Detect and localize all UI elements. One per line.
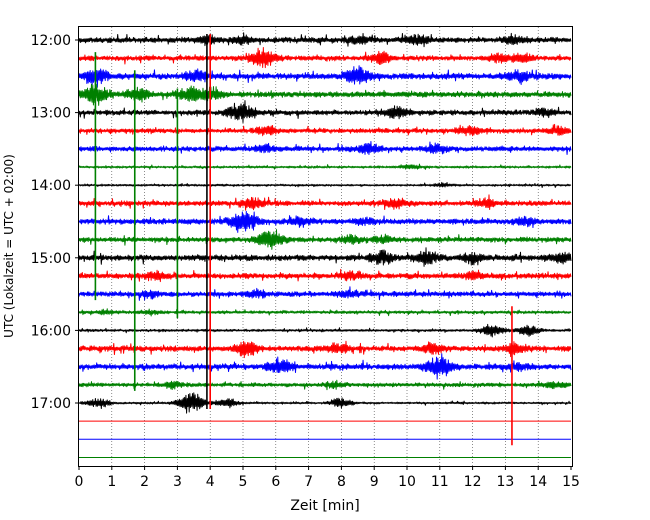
x-axis: 0 1 2 3 4 5 6 7 8 9 10 11 12 13 14 15 [75, 466, 580, 490]
trace-20 [78, 379, 572, 391]
seismogram-traces [78, 32, 572, 458]
seismogram-spikes [94, 34, 513, 446]
x-tick-label: 15 [562, 474, 580, 490]
y-tick-label: 13:00 [31, 106, 71, 122]
trace-3 [78, 65, 572, 88]
trace-12 [78, 229, 572, 250]
x-tick-label: 1 [107, 474, 116, 490]
x-tick-label: 4 [206, 474, 215, 490]
y-axis: 12:00 13:00 14:00 15:00 16:00 17:00 [31, 33, 79, 412]
trace-10 [78, 194, 572, 211]
x-axis-label: Zeit [min] [290, 498, 359, 514]
x-tick-label: 12 [464, 474, 482, 490]
x-tick-label: 2 [140, 474, 149, 490]
trace-9 [78, 181, 572, 189]
x-tick-label: 0 [75, 474, 84, 490]
trace-2 [78, 47, 572, 69]
y-tick-label: 17:00 [31, 396, 71, 412]
x-tick-label: 13 [496, 474, 514, 490]
y-tick-label: 15:00 [31, 251, 71, 267]
trace-1 [78, 32, 572, 48]
trace-7 [78, 141, 572, 155]
trace-21 [78, 392, 572, 414]
x-tick-label: 7 [304, 474, 313, 490]
trace-19 [78, 353, 572, 380]
x-tick-label: 8 [337, 474, 346, 490]
x-tick-label: 3 [173, 474, 182, 490]
x-tick-label: 10 [398, 474, 416, 490]
trace-17 [78, 323, 572, 338]
trace-18 [78, 340, 572, 359]
y-tick-label: 12:00 [31, 33, 71, 49]
trace-14 [78, 268, 572, 283]
trace-15 [78, 286, 572, 301]
y-tick-label: 16:00 [31, 323, 71, 339]
trace-4 [78, 83, 572, 106]
trace-13 [78, 247, 572, 267]
x-tick-label: 11 [431, 474, 449, 490]
x-tick-label: 9 [370, 474, 379, 490]
x-tick-label: 6 [271, 474, 280, 490]
x-tick-label: 14 [529, 474, 547, 490]
trace-5 [78, 100, 572, 123]
trace-16 [78, 308, 572, 317]
trace-8 [78, 163, 572, 170]
plot-frame [78, 26, 573, 467]
y-tick-label: 14:00 [31, 178, 71, 194]
trace-11 [78, 210, 572, 233]
y-axis-label: UTC (Lokalzeit = UTC + 02:00) [2, 154, 16, 338]
trace-6 [78, 123, 572, 137]
x-tick-label: 5 [239, 474, 248, 490]
